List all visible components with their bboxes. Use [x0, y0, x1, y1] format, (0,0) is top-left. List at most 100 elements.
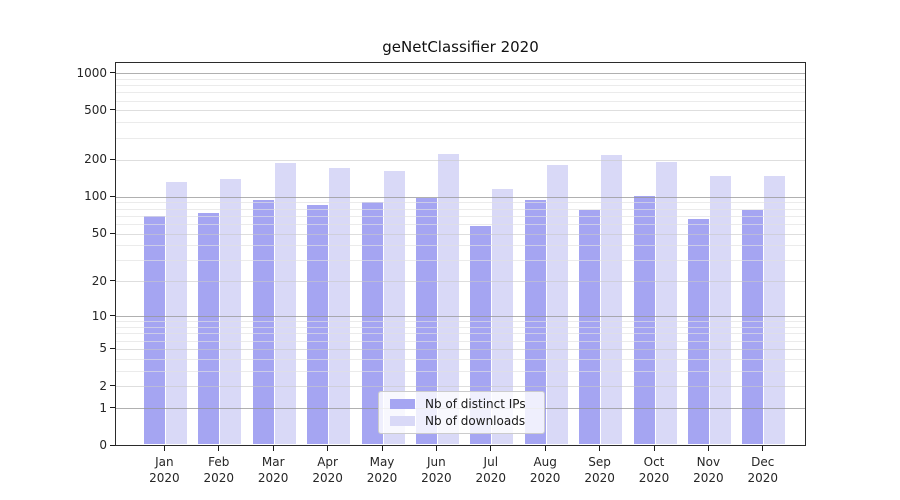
y-tick-label: 20 [91, 273, 107, 288]
y-tick [110, 232, 115, 234]
bar-downloads-sep [601, 154, 623, 444]
bar-distinct-ips-dec [742, 209, 764, 444]
y-gridline [116, 316, 805, 318]
legend-label-downloads: Nb of downloads [425, 414, 526, 428]
y-minor-gridline [116, 340, 805, 342]
y-tick [110, 315, 115, 317]
legend-label-distinct-ips: Nb of distinct IPs [425, 397, 526, 411]
x-tick-label: Sep 2020 [568, 454, 632, 486]
x-tick-year: 2020 [638, 471, 670, 485]
plot-area [115, 62, 806, 446]
x-tick [435, 446, 437, 451]
y-minor-gridline [116, 92, 805, 94]
bar-distinct-ips-jun [415, 198, 437, 444]
x-tick [762, 446, 764, 451]
x-tick [653, 446, 655, 451]
x-tick-label: Oct 2020 [622, 454, 686, 486]
y-gridline [116, 73, 805, 75]
bar-distinct-ips-oct [633, 196, 655, 444]
y-tick [110, 72, 115, 74]
x-tick-label: Dec 2020 [731, 454, 795, 486]
y-gridline [116, 281, 805, 283]
y-minor-gridline [116, 78, 805, 80]
y-tick-label: 0 [99, 438, 107, 452]
y-minor-gridline [116, 245, 805, 247]
y-minor-gridline [116, 333, 805, 335]
x-tick [381, 446, 383, 451]
x-tick [272, 446, 274, 451]
x-tick-year: 2020 [529, 471, 561, 485]
y-minor-gridline [116, 202, 805, 204]
y-tick [110, 347, 115, 349]
x-tick-year: 2020 [203, 471, 235, 485]
x-tick [163, 446, 165, 451]
y-tick-label: 1 [99, 400, 107, 415]
y-tick-label: 1000 [76, 65, 107, 80]
x-tick [599, 446, 601, 451]
x-tick-label: Apr 2020 [296, 454, 360, 486]
bar-downloads-may [383, 170, 405, 444]
x-tick-year: 2020 [257, 471, 289, 485]
bar-distinct-ips-nov [687, 218, 709, 444]
bar-distinct-ips-jul [470, 226, 492, 444]
bar-downloads-jan [165, 182, 187, 444]
y-tick [110, 385, 115, 387]
y-gridline [116, 348, 805, 350]
y-tick-label: 500 [84, 102, 107, 117]
x-tick-year: 2020 [693, 471, 724, 485]
legend-swatch-downloads [390, 416, 415, 426]
y-tick [110, 444, 115, 446]
x-tick-label: Nov 2020 [676, 454, 740, 486]
bar-downloads-oct [655, 161, 677, 444]
y-minor-gridline [116, 208, 805, 210]
legend-swatch-distinct-ips [390, 399, 415, 409]
x-tick [218, 446, 220, 451]
y-minor-gridline [116, 327, 805, 329]
y-gridline [116, 159, 805, 161]
x-tick [544, 446, 546, 451]
y-minor-gridline [116, 358, 805, 360]
x-tick-label: Jul 2020 [459, 454, 523, 486]
chart-title: geNetClassifier 2020 [382, 38, 539, 56]
y-gridline [116, 386, 805, 388]
y-gridline [116, 233, 805, 235]
x-tick-year: 2020 [312, 471, 343, 485]
y-minor-gridline [116, 215, 805, 217]
bar-downloads-feb [220, 179, 242, 444]
y-minor-gridline [116, 137, 805, 139]
bar-distinct-ips-feb [198, 212, 220, 444]
legend: Nb of distinct IPs Nb of downloads [378, 391, 545, 434]
y-tick-label: 5 [99, 341, 107, 356]
y-minor-gridline [116, 260, 805, 262]
x-tick-year: 2020 [475, 471, 507, 485]
bar-downloads-nov [709, 175, 731, 444]
bar-downloads-apr [329, 168, 351, 444]
bar-distinct-ips-may [361, 201, 383, 444]
x-tick-year: 2020 [747, 471, 779, 485]
y-tick-label: 50 [91, 226, 107, 241]
x-tick-year: 2020 [149, 471, 180, 485]
x-tick-label: Jan 2020 [132, 454, 196, 486]
legend-item-distinct-ips: Nb of distinct IPs [390, 397, 544, 411]
bar-distinct-ips-apr [307, 204, 329, 444]
y-minor-gridline [116, 370, 805, 372]
y-minor-gridline [116, 85, 805, 87]
y-tick [110, 280, 115, 282]
x-tick-year: 2020 [421, 471, 452, 485]
y-tick-label: 2 [99, 378, 107, 393]
y-minor-gridline [116, 223, 805, 225]
y-tick [110, 195, 115, 197]
y-minor-gridline [116, 321, 805, 323]
y-tick [110, 158, 115, 160]
x-tick-label: Feb 2020 [187, 454, 251, 486]
x-tick-label: Jun 2020 [404, 454, 468, 486]
x-tick [707, 446, 709, 451]
x-tick-label: May 2020 [350, 454, 414, 486]
y-tick-label: 200 [84, 152, 107, 167]
x-tick-year: 2020 [366, 471, 398, 485]
y-tick [110, 407, 115, 409]
x-tick-label: Mar 2020 [241, 454, 305, 486]
y-gridline [116, 110, 805, 112]
x-tick [490, 446, 492, 451]
